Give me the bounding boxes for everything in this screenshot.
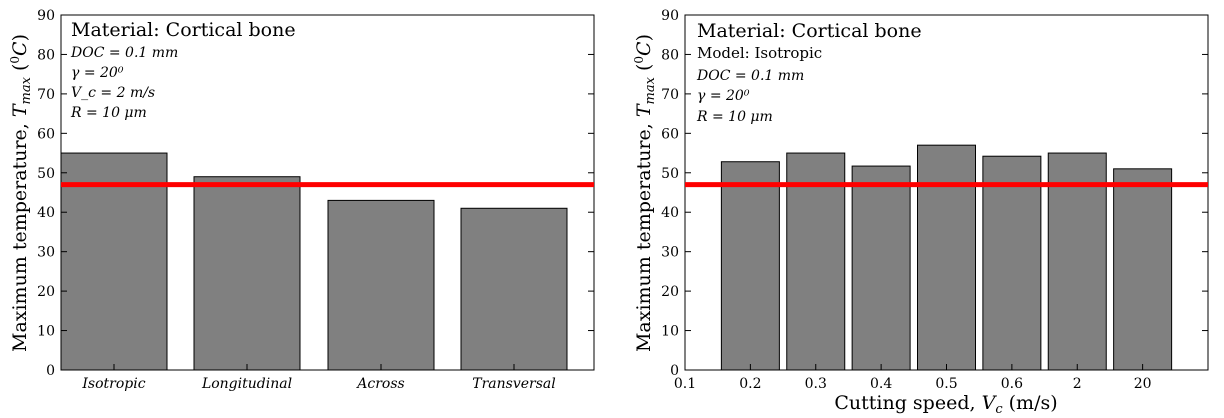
y-tick-label: 20	[37, 284, 55, 300]
x-tick-label: Across	[355, 376, 404, 392]
x-tick-label: Longitudinal	[201, 376, 292, 392]
x-tick-label: Isotropic	[81, 376, 145, 392]
bar-0.5	[917, 144, 976, 371]
y-tick-label: 0	[670, 363, 679, 379]
y-tick-label: 90	[661, 8, 679, 24]
annotation-gamma-right: γ = 20⁰	[697, 88, 750, 104]
bar-isotropic	[60, 152, 168, 371]
annotation-title-right: Material: Cortical bone	[697, 20, 922, 42]
y-tick-label: 70	[37, 87, 55, 103]
bar-2	[1047, 152, 1107, 371]
x-tick-label: 2	[1073, 376, 1082, 392]
y-tick-label: 90	[37, 8, 55, 24]
y-tick-label: 50	[661, 166, 679, 182]
annotation-vc-left: V_c = 2 m/s	[71, 85, 155, 101]
y-ticks-right: 0 10 20 30 40 50 60 70 80 90	[661, 8, 1208, 379]
y-tick-label: 80	[661, 47, 679, 63]
y-tick-label: 30	[37, 245, 55, 261]
y-tick-label: 20	[661, 284, 679, 300]
y-tick-label: 10	[37, 324, 55, 340]
annotation-model-right: Model: Isotropic	[697, 44, 822, 62]
bars-left	[60, 152, 568, 371]
annotation-doc-left: DOC = 0.1 mm	[70, 45, 178, 61]
x-ticks-left: Isotropic Longitudinal Across Transversal	[81, 364, 556, 392]
x-tick-label: 0.6	[1001, 376, 1023, 392]
annotation-title-left: Material: Cortical bone	[71, 19, 296, 41]
annotation-r-left: R = 10 μm	[70, 105, 147, 121]
x-tick-label: Transversal	[472, 376, 555, 392]
bar-20	[1113, 168, 1173, 371]
bar-0.3	[786, 152, 846, 371]
y-tick-label: 30	[661, 245, 679, 261]
bar-transversal	[460, 207, 568, 371]
chart-left-cortical-directions: 0 10 20 30 40 50 60 70 80 90 Isotropic Longitudina…	[8, 8, 595, 392]
annotation-r-right: R = 10 μm	[696, 109, 773, 125]
y-tick-label: 0	[46, 363, 55, 379]
bar-0.4	[851, 165, 911, 371]
y-tick-label: 40	[661, 205, 679, 221]
x-tick-label: 0.3	[805, 376, 827, 392]
x-tick-label: 20	[1134, 376, 1152, 392]
chart-right-cutting-speed: 0 10 20 30 40 50 60 70 80 90 0.1 0.2 0.3 0.4 0.5 0.6 2 2…	[632, 8, 1209, 417]
y-tick-label: 10	[661, 324, 679, 340]
y-axis-label-left: Maximum temperature, Tmax (0C)	[8, 34, 34, 352]
y-tick-label: 80	[37, 47, 55, 63]
bars-right	[720, 144, 1173, 371]
bar-0.6	[982, 155, 1042, 371]
annotation-gamma-left: γ = 20⁰	[71, 65, 124, 81]
bar-0.2	[720, 161, 780, 371]
y-tick-label: 70	[661, 87, 679, 103]
x-axis-label-right: Cutting speed, Vc (m/s)	[834, 392, 1057, 417]
x-ticks-right: 0.1 0.2 0.3 0.4 0.5 0.6 2 20	[674, 364, 1152, 392]
x-tick-label: 0.4	[870, 376, 892, 392]
annotation-doc-right: DOC = 0.1 mm	[696, 68, 804, 84]
y-ticks-left: 0 10 20 30 40 50 60 70 80 90	[37, 8, 594, 379]
y-axis-label-right: Maximum temperature, Tmax (0C)	[632, 34, 658, 352]
x-tick-label: 0.1	[674, 376, 696, 392]
x-tick-label: 0.5	[935, 376, 957, 392]
annotation-left: Material: Cortical bone DOC = 0.1 mm γ =…	[70, 19, 296, 121]
y-tick-label: 50	[37, 166, 55, 182]
bar-longitudinal	[193, 176, 301, 371]
bar-across	[327, 199, 435, 371]
y-tick-label: 40	[37, 205, 55, 221]
y-tick-label: 60	[661, 126, 679, 142]
x-tick-label: 0.2	[739, 376, 761, 392]
y-tick-label: 60	[37, 126, 55, 142]
annotation-right: Material: Cortical bone Model: Isotropic…	[696, 20, 922, 125]
